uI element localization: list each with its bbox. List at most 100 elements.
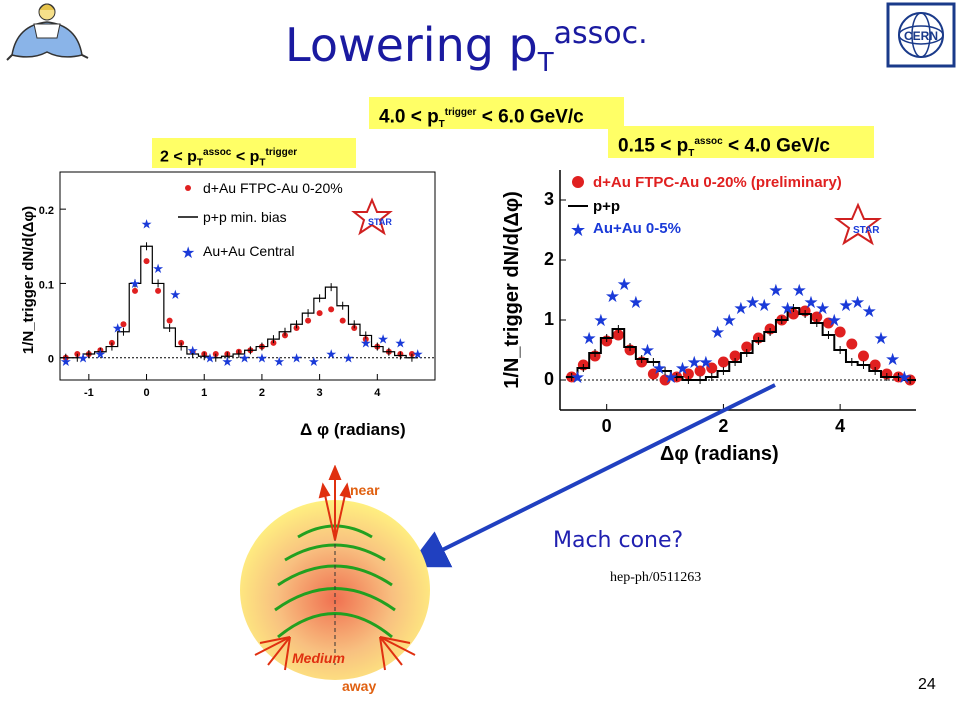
AuAu-point-0-5: ★ [141,217,153,232]
dAu-point-0-5 [120,321,127,328]
AuAu-point-0-18: ★ [360,335,372,350]
dAu-point-1-21 [811,311,823,323]
cern-logo: CERN [886,2,956,68]
star-logo-right: STAR [834,202,882,246]
AuAu-point-1-9: ★ [675,359,690,378]
x-tick-label-0-2: 1 [201,387,207,399]
AuAu-point-1-23: ★ [838,296,853,315]
left-legend-AuAu: Au+Au Central [203,243,294,259]
dAu-point-0-9 [166,317,173,324]
dAu-point-0-6 [132,287,138,294]
AuAu-point-0-8: ★ [187,343,199,358]
AuAu-point-1-15: ★ [745,293,760,312]
reference-label: hep-ph/0511263 [610,570,702,585]
page-number: 24 [918,676,936,693]
near-label: near [350,482,380,498]
dAu-point-1-4 [612,329,624,341]
AuAu-point-1-11: ★ [698,353,713,372]
dAu-point-1-11 [694,365,706,377]
assoc-range-left-sup2: trigger [265,147,298,158]
dAu-point-1-14 [729,350,741,362]
left-x-axis-label: Δ φ (radians) [300,420,406,439]
left-legend-dAu: d+Au FTPC-Au 0-20% [203,180,343,196]
dAu-point-0-8 [155,287,162,294]
y-tick-label-1-2: 2 [544,249,554,269]
title-main: Lowering p [285,18,538,72]
dAu-point-0-23 [328,306,335,313]
y-tick-label-1-0: 0 [544,369,554,389]
medium-diagram: near Medium away [240,465,430,694]
page-title: Lowering pTassoc. [285,16,648,78]
AuAu-point-1-21: ★ [815,299,830,318]
right-legend-dAu: d+Au FTPC-Au 0-20% (preliminary) [593,174,842,191]
x-tick-label-0-1: 0 [143,387,149,399]
AuAu-point-1-5: ★ [628,293,643,312]
AuAu-point-0-20: ★ [395,335,407,350]
AuAu-point-1-14: ★ [733,299,748,318]
star-logo-left: STAR [351,197,393,236]
away-label: away [342,678,376,694]
x-tick-label-1-0: 0 [602,416,612,436]
AuAu-point-0-6: ★ [152,261,164,276]
right-x-axis-label: Δφ (radians) [660,443,779,465]
svg-text:STAR: STAR [853,225,880,236]
away-jet-arrows [254,636,416,671]
AuAu-point-0-11: ★ [239,350,251,365]
AuAu-point-1-19: ★ [792,281,807,300]
dAu-point-1-19 [787,308,799,320]
right-y-axis-label: 1/N_trigger dN/d(Δφ) [501,191,523,389]
assoc-range-right-sup: assoc [694,136,723,147]
AuAu-point-0-15: ★ [308,354,320,369]
AuAu-point-0-19: ★ [377,332,389,347]
trigger-range-sub: T [438,119,445,131]
AuAu-point-0-14: ★ [291,350,303,365]
dAu-point-1-24 [846,338,858,350]
near-jet-arrows [318,465,352,541]
dAu-point-1-22 [822,317,834,329]
pp-step-line-1 [565,307,916,381]
AuAu-point-1-27: ★ [885,350,900,369]
trigger-range-box: 4.0 < pTtrigger < 6.0 GeV/c [369,97,624,131]
AuAu-point-1-2: ★ [593,311,608,330]
dAu-point-1-7 [647,368,659,380]
AuAu-point-0-3: ★ [112,321,124,336]
dAu-point-1-25 [857,350,869,362]
AuAu-point-1-0: ★ [570,368,585,387]
assoc-range-left-mid: < p [231,148,260,166]
dAu-point-1-26 [869,359,881,371]
AuAu-point-0-9: ★ [204,350,216,365]
AuAu-point-1-12: ★ [710,323,725,342]
AuAu-point-0-21: ★ [412,347,424,362]
y-tick-label-0-0: 0 [48,354,54,366]
AuAu-point-1-3: ★ [605,287,620,306]
AuAu-point-0-4: ★ [129,276,141,291]
AuAu-point-1-17: ★ [768,281,783,300]
cern-logo-text: CERN [904,29,938,43]
assoc-range-left-box: 2 < pTassoc < pTtrigger [152,138,356,169]
dAu-point-0-21 [305,317,312,324]
AuAu-point-1-8: ★ [663,368,678,387]
AuAu-point-0-16: ★ [325,347,337,362]
medium-label: Medium [292,650,345,666]
AuAu-point-1-18: ★ [780,299,795,318]
AuAu-point-1-4: ★ [617,275,632,294]
left-y-axis-label: 1/N_trigger dN/d(Δφ) [20,206,37,354]
AuAu-point-1-26: ★ [873,329,888,348]
AuAu-point-1-28: ★ [897,368,912,387]
left-plot-frame [59,171,436,381]
AuAu-point-1-1: ★ [582,329,597,348]
AuAu-point-1-7: ★ [652,359,667,378]
dAu-point-1-8 [659,374,671,386]
AuAu-point-0-0: ★ [60,354,72,369]
pp-step-line-0 [60,245,418,359]
AuAu-point-1-22: ★ [827,311,842,330]
svg-text:STAR: STAR [368,217,392,227]
mach-cone-arrow [407,383,776,568]
assoc-range-right-sub: T [688,148,695,160]
y-tick-label-0-1: 0.1 [39,279,54,291]
AuAu-point-0-1: ★ [77,350,89,365]
left-legend-AuAu-marker: ★ [181,245,195,262]
AuAu-point-1-25: ★ [862,302,877,321]
dAu-point-0-24 [339,317,346,324]
x-tick-label-0-5: 4 [374,387,381,399]
